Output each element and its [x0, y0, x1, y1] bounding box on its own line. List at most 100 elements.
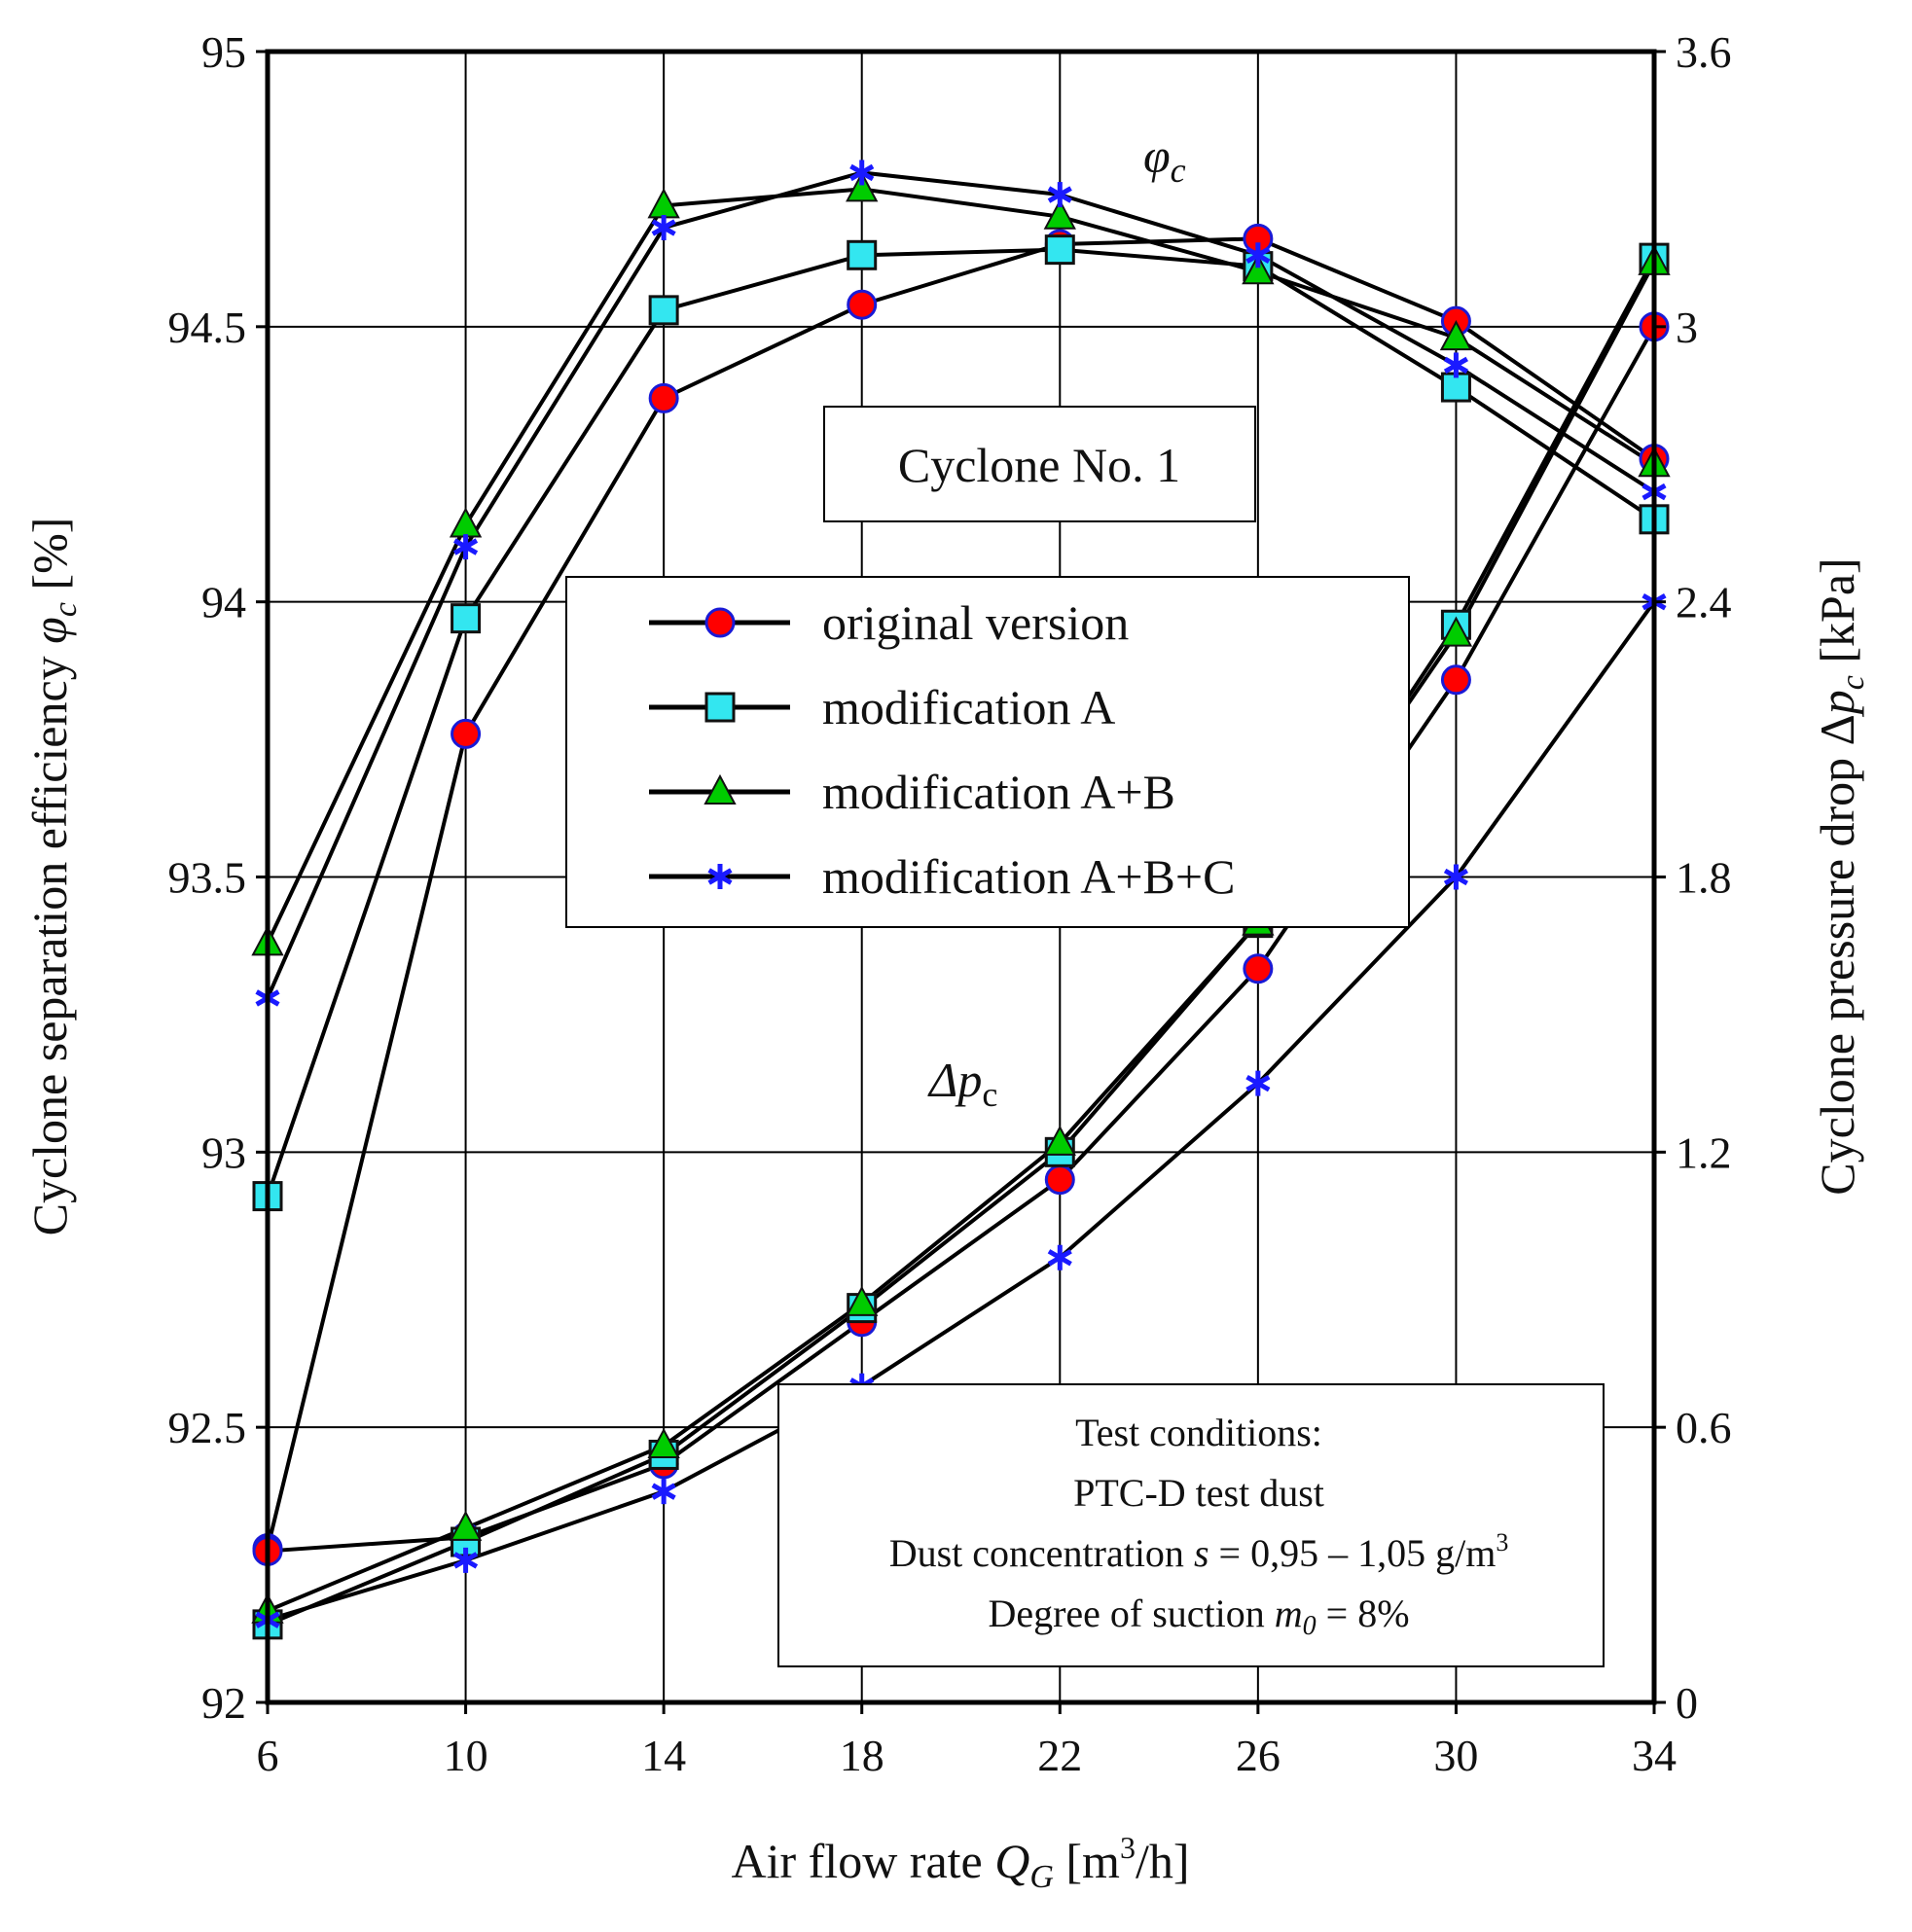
- data-point-modification-a-b-pressure: [647, 1427, 680, 1459]
- y-left-axis-title-unit: [%]: [22, 518, 77, 602]
- data-point-modification-a-b-c-efficiency: [1047, 182, 1072, 208]
- legend-label: modification A: [822, 680, 1115, 734]
- series-line-modification-a-efficiency: [266, 247, 1656, 1198]
- data-point-modification-a-b-c-efficiency: [453, 534, 479, 560]
- concentration-value: = 0,95 – 1,05 g/m: [1209, 1531, 1497, 1575]
- series-line-modification-a-pressure: [267, 257, 1656, 1627]
- series-line-modification-a-b-c-efficiency: [266, 170, 1656, 999]
- legend-marker: [704, 607, 736, 638]
- data-point-original-version-pressure: [1243, 953, 1274, 984]
- data-point-modification-a-b-efficiency: [1242, 254, 1275, 285]
- y-left-tick-label: 94.5: [168, 303, 247, 352]
- concentration-unit-superscript: 3: [1496, 1528, 1508, 1556]
- y-left-axis-title-subscript: c: [48, 602, 84, 617]
- data-point-modification-a-b-c-pressure: [651, 1479, 676, 1505]
- data-point-modification-a-efficiency: [648, 295, 679, 326]
- data-point-modification-a-b-c-pressure: [1047, 1244, 1072, 1270]
- x-tick-label: 10: [444, 1731, 488, 1780]
- data-point-modification-a-b-c-efficiency: [1443, 352, 1468, 378]
- legend-frame: [565, 576, 1410, 928]
- ticks-right: 0 0.6 1.2 1.8 2.4 3 3.6: [1654, 27, 1732, 1728]
- legend-label: original version: [822, 595, 1129, 650]
- x-axis-title: Air flow rate QG [m3/h]: [732, 1830, 1190, 1895]
- data-point-modification-a-b-efficiency: [1439, 320, 1473, 351]
- legend-entries: original version modification A modificati…: [649, 595, 1235, 904]
- data-point-modification-a-b-c-efficiency: [849, 160, 875, 186]
- legend-marker: [707, 864, 733, 889]
- x-tick-label: 30: [1433, 1731, 1478, 1780]
- x-axis-title-unit-end: /h]: [1136, 1834, 1190, 1888]
- data-point-modification-a-b-c-pressure: [1245, 1070, 1271, 1096]
- y-left-axis-title-symbol: φ: [22, 617, 77, 644]
- suction-symbol: m: [1275, 1592, 1303, 1635]
- x-tick-label: 6: [257, 1731, 279, 1780]
- y-left-tick-label: 92.5: [168, 1403, 247, 1452]
- data-point-modification-a-efficiency: [451, 603, 482, 634]
- y-right-tick-label: 1.8: [1676, 853, 1732, 903]
- data-point-original-version-efficiency: [451, 718, 482, 749]
- data-point-modification-a-b-c-pressure: [453, 1547, 479, 1573]
- legend: original version modification A modificati…: [565, 576, 1410, 928]
- series-line-original-version-efficiency: [266, 236, 1656, 1550]
- data-point-original-version-pressure: [1440, 664, 1471, 696]
- legend-label: modification A+B: [822, 765, 1175, 819]
- y-right-tick-label: 0.6: [1676, 1403, 1732, 1452]
- suction-value: = 8%: [1317, 1592, 1410, 1635]
- y-left-axis-title-main: Cyclone separation efficiency: [22, 644, 77, 1236]
- dp-curve-symbol: Δp: [927, 1053, 982, 1107]
- concentration-symbol: s: [1194, 1531, 1209, 1575]
- x-tick-label: 22: [1037, 1731, 1082, 1780]
- legend-marker: [704, 692, 736, 723]
- title-box-frame: [823, 406, 1256, 522]
- data-point-modification-a-efficiency: [1044, 234, 1075, 266]
- y-left-tick-label: 92: [201, 1678, 246, 1728]
- y-right-tick-label: 3: [1676, 303, 1698, 352]
- suction-prefix: Degree of suction: [988, 1592, 1274, 1635]
- ticks-left: 92 92.5 93 93.5 94 94.5 95: [168, 27, 268, 1728]
- y-right-tick-label: 3.6: [1676, 27, 1732, 77]
- legend-marker: [703, 773, 737, 805]
- dp-curve-subscript: c: [982, 1075, 997, 1114]
- y-right-axis-title-main: Cyclone pressure drop Δ: [1810, 714, 1864, 1196]
- data-point-modification-a-b-pressure: [449, 1510, 483, 1541]
- y-left-tick-label: 94: [201, 578, 246, 627]
- x-axis-title-symbol: Q: [994, 1834, 1029, 1888]
- y-left-axis-title: Cyclone separation efficiency φc [%]: [22, 518, 84, 1236]
- series-line-modification-a-b-efficiency: [266, 187, 1656, 945]
- y-right-tick-label: 1.2: [1676, 1127, 1732, 1177]
- y-right-tick-label: 2.4: [1676, 578, 1732, 627]
- y-left-tick-label: 93.5: [168, 853, 247, 903]
- series-lines: [266, 170, 1656, 1627]
- data-point-modification-a-efficiency: [847, 239, 878, 270]
- y-left-tick-label: 95: [201, 27, 246, 77]
- y-left-tick-label: 93: [201, 1127, 246, 1177]
- data-point-modification-a-b-pressure: [1439, 616, 1473, 647]
- test-conditions-concentration: Dust concentration s = 0,95 – 1,05 g/m3: [889, 1528, 1509, 1575]
- x-axis-title-subscript: G: [1029, 1859, 1054, 1895]
- test-conditions-frame: [777, 1383, 1605, 1667]
- y-right-tick-label: 0: [1676, 1678, 1698, 1728]
- data-point-modification-a-b-c-pressure: [1443, 864, 1468, 890]
- data-point-modification-a-b-pressure: [1043, 1125, 1076, 1156]
- data-point-modification-a-b-c-efficiency: [1245, 242, 1271, 268]
- title-box: Cyclone No. 1: [823, 406, 1256, 522]
- data-point-modification-a-efficiency: [1440, 372, 1471, 403]
- y-right-axis-title-symbol: p: [1810, 690, 1864, 717]
- test-conditions-suction: Degree of suction m0 = 8%: [988, 1592, 1409, 1641]
- x-axis-title-main: Air flow rate: [732, 1834, 995, 1888]
- phi-curve-subscript: c: [1171, 151, 1186, 190]
- x-tick-label: 14: [641, 1731, 686, 1780]
- test-conditions-box: Test conditions: PTC-D test dust Dust co…: [777, 1383, 1605, 1667]
- x-axis-title-superscript: 3: [1120, 1830, 1136, 1865]
- series-line-modification-a-b-pressure: [267, 261, 1656, 1613]
- data-point-original-version-pressure: [1044, 1164, 1075, 1196]
- x-axis-title-unit-start: [m: [1054, 1834, 1120, 1888]
- data-point-modification-a-b-c-efficiency: [651, 215, 676, 241]
- data-point-modification-a-b-efficiency: [846, 171, 879, 202]
- test-conditions-title: Test conditions:: [1075, 1411, 1322, 1454]
- y-right-axis-title: Cyclone pressure drop Δpc [kPa]: [1810, 557, 1871, 1195]
- x-tick-label: 34: [1632, 1731, 1677, 1780]
- ticks-bottom: 6 10 14 18 22 26 30 34: [257, 1702, 1677, 1780]
- data-point-modification-a-b-efficiency: [1043, 198, 1076, 230]
